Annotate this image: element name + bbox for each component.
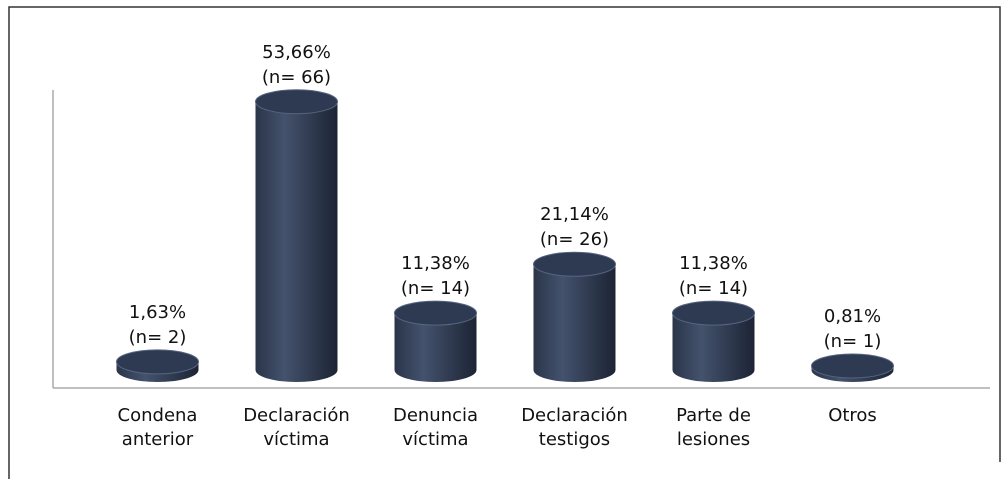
value-label: 21,14% bbox=[540, 204, 609, 226]
count-label: (n= 66) bbox=[261, 66, 332, 88]
x-tick-label: Declaración víctima bbox=[243, 405, 350, 450]
value-label: 0,81% bbox=[823, 305, 882, 327]
x-tick-label: Declaración testigos bbox=[521, 405, 628, 450]
x-tick-label: Parte de lesiones bbox=[676, 405, 751, 450]
x-tick-label: Condena anterior bbox=[117, 405, 198, 450]
count-label: (n= 26) bbox=[539, 229, 610, 251]
bar-top bbox=[116, 349, 199, 375]
count-label: (n= 1) bbox=[823, 330, 882, 352]
count-label: (n= 2) bbox=[128, 326, 187, 348]
bar-top bbox=[672, 300, 755, 326]
frame bbox=[8, 6, 1001, 479]
value-label: 11,38% bbox=[401, 253, 470, 275]
bar-top bbox=[255, 89, 338, 115]
count-label: (n= 14) bbox=[678, 278, 749, 300]
x-tick-label: Otros bbox=[828, 405, 877, 426]
value-label: 53,66% bbox=[262, 41, 331, 63]
bar bbox=[394, 313, 477, 382]
bar bbox=[533, 264, 616, 382]
value-label: 11,38% bbox=[679, 253, 748, 275]
bar-top bbox=[394, 300, 477, 326]
bar bbox=[255, 101, 338, 382]
x-tick-label: Denuncia víctima bbox=[392, 405, 479, 450]
value-label: 1,63% bbox=[128, 301, 187, 323]
count-label: (n= 14) bbox=[400, 278, 471, 300]
bar-top bbox=[811, 353, 894, 379]
bar bbox=[672, 313, 755, 382]
bar-top bbox=[533, 251, 616, 277]
